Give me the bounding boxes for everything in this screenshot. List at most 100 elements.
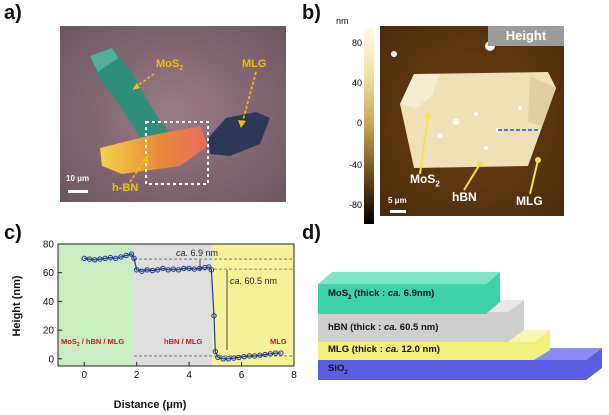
- y-tick-label: 40: [43, 297, 55, 308]
- afm-image: [380, 26, 564, 216]
- scalebar-a-label: 10 μm: [66, 174, 90, 183]
- mos2-label: MoS2: [156, 58, 184, 73]
- data-point: [131, 255, 137, 262]
- step1-annotation: ca. 6.9 nm: [176, 248, 218, 258]
- data-point: [170, 266, 177, 272]
- data-point: [208, 267, 215, 273]
- afm-mlg-edge: [528, 76, 556, 126]
- afm-hbn-flake: [400, 72, 556, 168]
- data-point: [215, 354, 221, 361]
- y-tick-label: 80: [43, 240, 55, 251]
- x-tick-label: 2: [134, 370, 140, 381]
- mos2-top: [318, 272, 500, 284]
- scalebar-b: [390, 210, 406, 213]
- afm-mos2-arrow: [419, 115, 429, 175]
- afm-mlg-dot: [535, 157, 541, 163]
- series-points: [81, 251, 284, 362]
- data-point: [211, 313, 217, 319]
- data-point: [107, 254, 114, 261]
- layer-stack-svg: [318, 272, 602, 380]
- mlg-label: MLG: [242, 58, 267, 70]
- data-point: [186, 265, 192, 272]
- afm-mlg-label: MLG: [516, 194, 543, 208]
- colorbar-gradient: [364, 28, 374, 224]
- layer-label-hbn: hBN (thick : ca. 60.5 nm): [328, 322, 439, 333]
- afm-particle: [484, 146, 488, 150]
- x-tick-label: 8: [291, 370, 297, 381]
- mlg-arrow: [241, 71, 257, 125]
- region-label-mlg: MLG: [270, 337, 287, 346]
- data-point: [102, 255, 108, 262]
- data-point: [220, 356, 226, 362]
- layer-label-mlg: MLG (thick : ca. 12.0 nm): [328, 344, 440, 355]
- region-label-mos2-hbn-mlg: MoS2 / hBN / MLG: [61, 337, 124, 348]
- colorbar-tick-minus-40: -40: [348, 160, 362, 170]
- data-point: [139, 268, 145, 274]
- y-axis: 0 20 40 60 80: [43, 240, 62, 365]
- x-tick-label: 6: [239, 370, 245, 381]
- data-point: [149, 267, 156, 274]
- step2-annotation: ca. 60.5 nm: [230, 276, 277, 286]
- mos2-layer: [318, 272, 500, 314]
- afm-hbn-dot: [477, 161, 483, 167]
- layer-stack-diagram: MoS2 (thick : ca. 6.9nm) hBN (thick : ca…: [310, 240, 609, 410]
- mlg-flake: [208, 112, 270, 156]
- x-tick-label: 0: [81, 370, 87, 381]
- data-point: [118, 254, 124, 260]
- data-point: [212, 348, 219, 355]
- data-point: [128, 251, 135, 257]
- zoom-region-box: [145, 121, 209, 185]
- plot-frame: [57, 243, 295, 367]
- afm-particle: [518, 106, 522, 110]
- height-profile-chart: 0 2 4 6 8 0 20 40 60 80 MoS2 / hBN / MLG hBN / M…: [11, 240, 297, 412]
- sio2-layer: [318, 348, 602, 380]
- panel-a-letter: a): [4, 2, 22, 24]
- y-tick-label: 0: [48, 354, 54, 365]
- data-point: [112, 255, 119, 262]
- data-point: [181, 265, 187, 272]
- data-point: [278, 350, 284, 356]
- mlg-layer: [318, 330, 550, 360]
- data-point: [267, 351, 274, 357]
- data-point: [144, 267, 150, 273]
- colorbar-tick-80: 80: [351, 38, 362, 48]
- colorbar-tick-0: 0: [356, 118, 362, 128]
- data-point: [206, 264, 212, 270]
- afm-particle: [391, 51, 397, 57]
- x-axis-title: Distance (μm): [114, 399, 187, 411]
- data-point: [230, 355, 237, 361]
- colorbar: nm 80 40 0 -40 -80: [322, 14, 378, 224]
- afm-hbn-label: hBN: [452, 190, 477, 204]
- colorbar-tick-40: 40: [351, 78, 362, 88]
- height-badge: Height: [488, 26, 564, 46]
- data-point: [86, 256, 93, 262]
- y-axis-title: Height (nm): [11, 275, 23, 336]
- scalebar-a: [68, 190, 88, 193]
- mos2-flake: [90, 48, 180, 156]
- optical-micrograph: MoS2 MLG h-BN 10 μm: [60, 26, 286, 202]
- afm-mos2-label: MoS2: [410, 172, 440, 189]
- data-point: [272, 350, 279, 356]
- x-tick-label: 4: [186, 370, 192, 381]
- afm-mlg-arrow: [529, 159, 539, 195]
- layer-label-sio2: SiO2: [328, 363, 348, 376]
- y-tick-label: 60: [43, 268, 55, 279]
- optical-micrograph-image: [60, 26, 286, 202]
- region-label-hbn-mlg: hBN / MLG: [164, 337, 202, 346]
- afm-hbn-arrow: [463, 163, 481, 191]
- data-point: [191, 266, 198, 272]
- data-point: [262, 351, 268, 358]
- afm-arrows: [419, 113, 541, 195]
- afm-height-map: Height MoS2 hBN MLG 5 μm: [380, 26, 564, 216]
- data-point: [257, 352, 263, 358]
- data-point: [241, 353, 247, 360]
- x-axis: 0 2 4 6 8: [81, 362, 297, 381]
- afm-particle: [474, 112, 478, 116]
- data-point: [225, 356, 232, 362]
- mos2-arrowhead: [132, 83, 140, 90]
- plot-area: 0 2 4 6 8 0 20 40 60 80: [43, 240, 297, 382]
- layer-label-mos2: MoS2 (thick : ca. 6.9nm): [328, 288, 435, 301]
- colorbar-tick-minus-80: -80: [348, 200, 362, 210]
- data-point: [81, 255, 87, 262]
- region-grey: [134, 244, 213, 366]
